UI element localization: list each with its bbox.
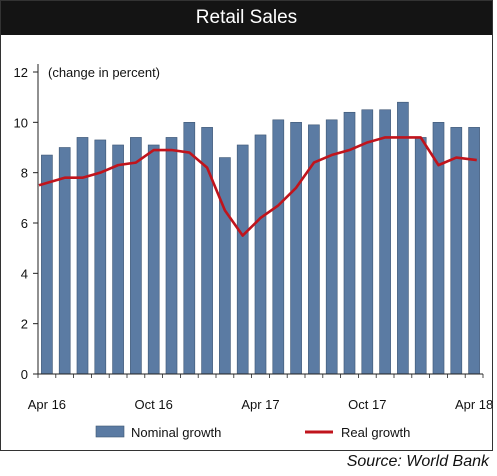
x-tick-label: Apr 18 (455, 397, 493, 412)
bar-nominal-feb-17 (219, 157, 231, 375)
chart-annotation: (change in percent) (48, 65, 160, 80)
x-tick-label: Oct 17 (348, 397, 386, 412)
bars-group (41, 101, 480, 375)
bar-nominal-apr-18 (468, 127, 480, 375)
chart-title: Retail Sales (1, 1, 492, 35)
bar-nominal-apr-16 (41, 154, 53, 375)
y-tick-label: 2 (21, 317, 28, 332)
y-tick-label: 10 (14, 115, 28, 130)
bar-nominal-dec-16 (183, 122, 196, 375)
y-tick-label: 0 (21, 367, 28, 382)
y-tick-labels: 0 2 4 6 8 10 12 (14, 65, 38, 382)
x-tick-labels: Apr 16 Oct 16 Apr 17 Oct 17 Apr 18 (28, 374, 493, 412)
bar-nominal-jan-18 (414, 137, 427, 375)
y-tick-label: 8 (21, 166, 28, 181)
bar-nominal-oct-16 (147, 144, 160, 375)
bar-nominal-dec-17 (397, 101, 409, 375)
x-tick-label: Oct 16 (135, 397, 173, 412)
x-tick-label: Apr 16 (28, 397, 66, 412)
legend: Nominal growth Real growth (95, 425, 410, 440)
source-note: Source: World Bank (346, 453, 489, 470)
y-tick-label: 4 (21, 266, 28, 281)
bar-nominal-jun-16 (76, 137, 89, 375)
legend-swatch-nominal (95, 425, 125, 438)
bar-nominal-apr-17 (254, 134, 267, 375)
bar-nominal-jun-17 (290, 122, 302, 375)
bar-nominal-may-17 (272, 119, 285, 375)
bar-nominal-sep-16 (130, 137, 142, 375)
bar-nominal-mar-18 (450, 127, 463, 375)
real-growth-line (38, 136, 477, 237)
bar-nominal-may-16 (58, 147, 71, 375)
axes-group (37, 64, 483, 375)
y-tick-label: 6 (21, 216, 28, 231)
legend-label-real: Real growth (341, 425, 410, 440)
chart-svg: 0 2 4 6 8 10 12 Apr 16 Oct 16 Apr 17 Oct 17 Apr 18… (14, 64, 493, 440)
real-growth-line-group (38, 136, 477, 237)
bar-nominal-nov-16 (165, 137, 178, 375)
bar-nominal-aug-16 (112, 144, 124, 375)
legend-label-nominal: Nominal growth (131, 425, 221, 440)
bar-nominal-nov-17 (379, 109, 391, 375)
bar-nominal-oct-17 (361, 109, 374, 375)
x-tick-label: Apr 17 (241, 397, 279, 412)
y-tick-label: 12 (14, 65, 28, 80)
bar-nominal-mar-17 (236, 144, 249, 375)
